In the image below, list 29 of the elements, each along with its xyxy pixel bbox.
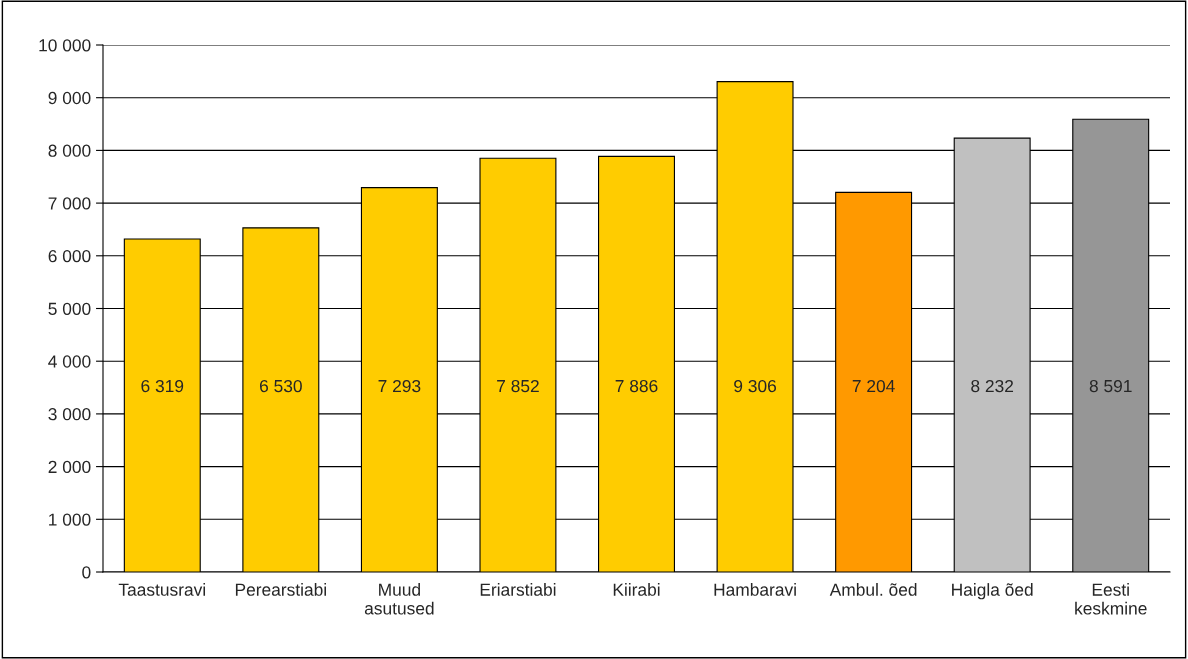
y-tick-label: 0 — [82, 566, 91, 579]
x-tick-label: Muud asutused — [364, 583, 434, 615]
x-tick-label: Taastusravi — [118, 583, 206, 596]
x-tick-label: Eesti keskmine — [1075, 583, 1147, 615]
data-label: 6 319 — [141, 379, 184, 393]
y-tick-label: 10 000 — [39, 39, 91, 52]
data-label: 8 591 — [1089, 379, 1132, 393]
x-tick-label: Perearstiabi — [235, 583, 326, 596]
y-tick-label: 5 000 — [48, 302, 91, 315]
y-tick-label: 9 000 — [48, 91, 91, 105]
x-tick-label: Kiirabi — [613, 583, 660, 596]
data-label: 7 204 — [852, 379, 895, 393]
y-tick-label: 3 000 — [48, 408, 91, 421]
data-label: 6 530 — [259, 379, 302, 393]
data-label: 7 886 — [615, 379, 658, 393]
y-tick-label: 2 000 — [48, 460, 91, 474]
y-tick-label: 1 000 — [49, 513, 91, 526]
x-tick-label: Eriarstiabi — [480, 583, 556, 596]
x-tick-label: Hambaravi — [714, 583, 796, 596]
y-tick-label: 4 000 — [48, 355, 91, 368]
y-tick-label: 7 000 — [48, 197, 91, 210]
data-label: 7 852 — [497, 379, 539, 393]
x-tick-label: Ambul. õed — [829, 583, 917, 596]
data-label: 9 306 — [734, 379, 777, 393]
x-tick-label: Haigla õed — [952, 583, 1033, 600]
y-tick-label: 8 000 — [48, 144, 91, 157]
data-label: 7 293 — [378, 379, 421, 393]
y-tick-label: 6 000 — [48, 249, 91, 263]
data-label: 8 232 — [971, 379, 1014, 393]
